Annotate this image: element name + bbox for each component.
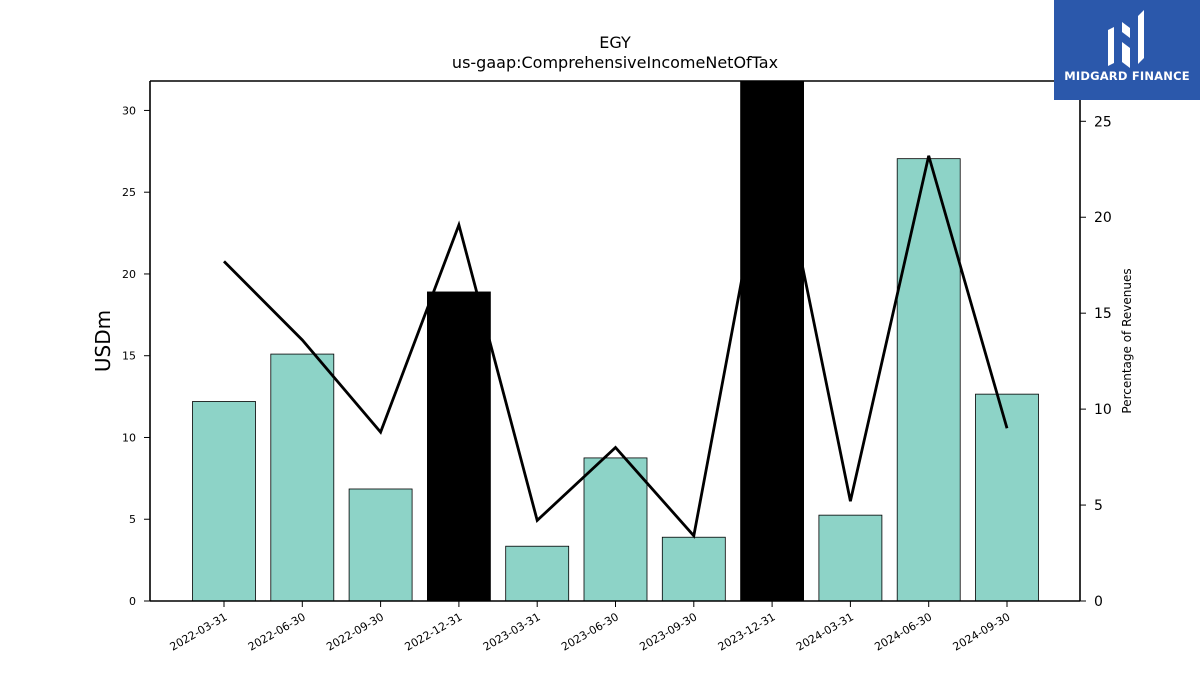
x-tick-label: 2024-06-30 [872,610,934,653]
y-axis-label: USDm [91,310,115,372]
y-tick-label: 0 [129,595,136,608]
x-tick-label: 2022-06-30 [246,610,308,653]
bar-2022-06-30 [270,353,335,602]
bar-2023-06-30 [583,457,648,602]
x-tick-label: 2024-03-31 [794,610,856,653]
y-tick-label: 10 [122,431,136,444]
y2-tick-label: 15 [1094,306,1112,322]
bar-2024-09-30 [975,393,1039,602]
x-tick-label: 2023-09-30 [637,610,699,653]
bar-2023-03-31 [505,545,570,602]
bar-2024-06-30 [896,158,961,602]
x-tick-label: 2022-12-31 [403,610,465,653]
bar-2023-12-31 [740,80,804,602]
brand-logo: MIDGARD FINANCE [1054,0,1200,100]
y-tick-label: 5 [129,513,136,526]
y2-tick-label: 20 [1094,210,1112,226]
chart-subtitle: us-gaap:ComprehensiveIncomeNetOfTax [452,53,778,72]
brand-name: MIDGARD FINANCE [1064,69,1190,83]
midgard-logo-icon [1108,10,1144,68]
chart-title: EGY [599,33,631,52]
bar-2022-03-31 [192,401,256,602]
x-tick-label: 2024-09-30 [951,610,1013,653]
x-tick-label: 2023-03-31 [481,610,543,653]
bar-2024-03-31 [818,514,883,602]
line-layer [223,117,1009,539]
y2-tick-label: 0 [1094,594,1103,610]
x-tick-label: 2022-03-31 [168,610,230,653]
y2-axis-label: Percentage of Revenues [1120,268,1134,413]
x-tick-label: 2023-12-31 [716,610,778,653]
y2-tick-label: 5 [1094,498,1103,514]
y-tick-label: 15 [122,350,136,363]
bars-layer [192,80,1039,602]
x-tick-label: 2023-06-30 [559,610,621,653]
bar-2022-09-30 [348,488,413,602]
bar-2022-12-31 [426,291,491,602]
y-tick-label: 20 [122,268,136,281]
y-tick-label: 25 [122,186,136,199]
y2-tick-label: 10 [1094,402,1112,418]
x-tick-label: 2022-09-30 [324,610,386,653]
y2-tick-label: 25 [1094,114,1112,130]
bar-2023-09-30 [661,536,726,602]
y-tick-label: 30 [122,104,136,117]
